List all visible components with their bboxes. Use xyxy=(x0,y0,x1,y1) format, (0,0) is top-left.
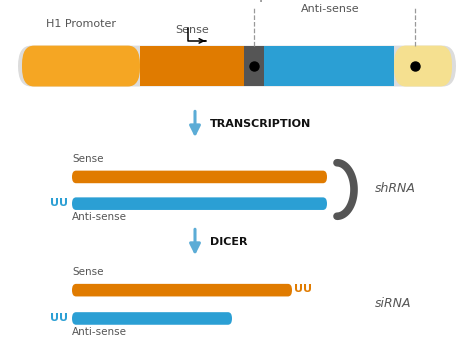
FancyBboxPatch shape xyxy=(72,284,292,296)
Text: Anti-sense: Anti-sense xyxy=(72,327,127,337)
FancyBboxPatch shape xyxy=(72,197,327,210)
Text: UU: UU xyxy=(50,198,68,208)
Text: TRANSCRIPTION: TRANSCRIPTION xyxy=(210,119,311,129)
Text: DICER: DICER xyxy=(210,237,247,247)
FancyBboxPatch shape xyxy=(22,46,140,86)
Text: Loop: Loop xyxy=(241,0,267,1)
Text: Sense: Sense xyxy=(72,154,103,164)
FancyBboxPatch shape xyxy=(72,312,232,325)
Text: Anti-sense: Anti-sense xyxy=(301,4,359,14)
Bar xyxy=(244,46,264,86)
FancyBboxPatch shape xyxy=(72,171,327,183)
Text: Sense: Sense xyxy=(72,267,103,277)
Bar xyxy=(264,46,394,86)
FancyBboxPatch shape xyxy=(394,46,452,86)
Text: shRNA: shRNA xyxy=(375,182,416,195)
Bar xyxy=(140,46,244,86)
FancyBboxPatch shape xyxy=(18,46,456,86)
Text: UU: UU xyxy=(50,313,68,323)
Text: H1 Promoter: H1 Promoter xyxy=(46,19,116,29)
Text: siRNA: siRNA xyxy=(375,297,411,310)
Text: Terminator: Terminator xyxy=(385,0,445,1)
Text: UU: UU xyxy=(294,285,312,295)
Text: Sense: Sense xyxy=(175,25,209,35)
Text: Anti-sense: Anti-sense xyxy=(72,212,127,222)
